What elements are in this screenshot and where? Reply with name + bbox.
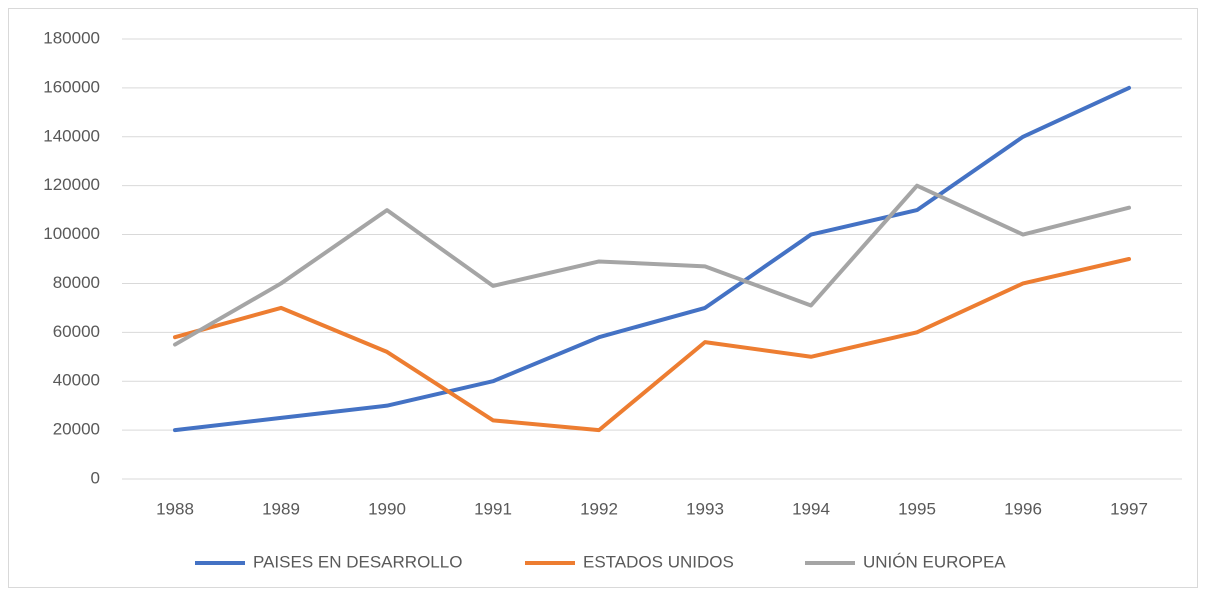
- data-line: [173, 85, 1131, 433]
- x-tick-label: 1990: [368, 499, 406, 518]
- data-line: [173, 183, 1131, 347]
- data-line: [173, 257, 1131, 433]
- y-tick-label: 120000: [43, 175, 100, 194]
- y-tick-label: 180000: [43, 28, 100, 47]
- y-tick-label: 80000: [53, 273, 100, 292]
- x-tick-label: 1993: [686, 499, 724, 518]
- x-tick-label: 1995: [898, 499, 936, 518]
- x-tick-label: 1996: [1004, 499, 1042, 518]
- x-tick-label: 1989: [262, 499, 300, 518]
- x-tick-label: 1991: [474, 499, 512, 518]
- y-tick-label: 0: [91, 468, 100, 487]
- legend-label: PAISES EN DESARROLLO: [253, 552, 462, 571]
- chart-border: [8, 8, 1198, 588]
- legend-label: UNIÓN EUROPEA: [863, 552, 1006, 571]
- y-tick-label: 20000: [53, 420, 100, 439]
- y-tick-label: 100000: [43, 224, 100, 243]
- y-tick-label: 140000: [43, 126, 100, 145]
- x-tick-label: 1988: [156, 499, 194, 518]
- y-tick-label: 40000: [53, 371, 100, 390]
- x-tick-label: 1997: [1110, 499, 1148, 518]
- y-tick-label: 60000: [53, 322, 100, 341]
- legend-label: ESTADOS UNIDOS: [583, 552, 734, 571]
- x-tick-label: 1992: [580, 499, 618, 518]
- x-tick-label: 1994: [792, 499, 830, 518]
- y-tick-label: 160000: [43, 77, 100, 96]
